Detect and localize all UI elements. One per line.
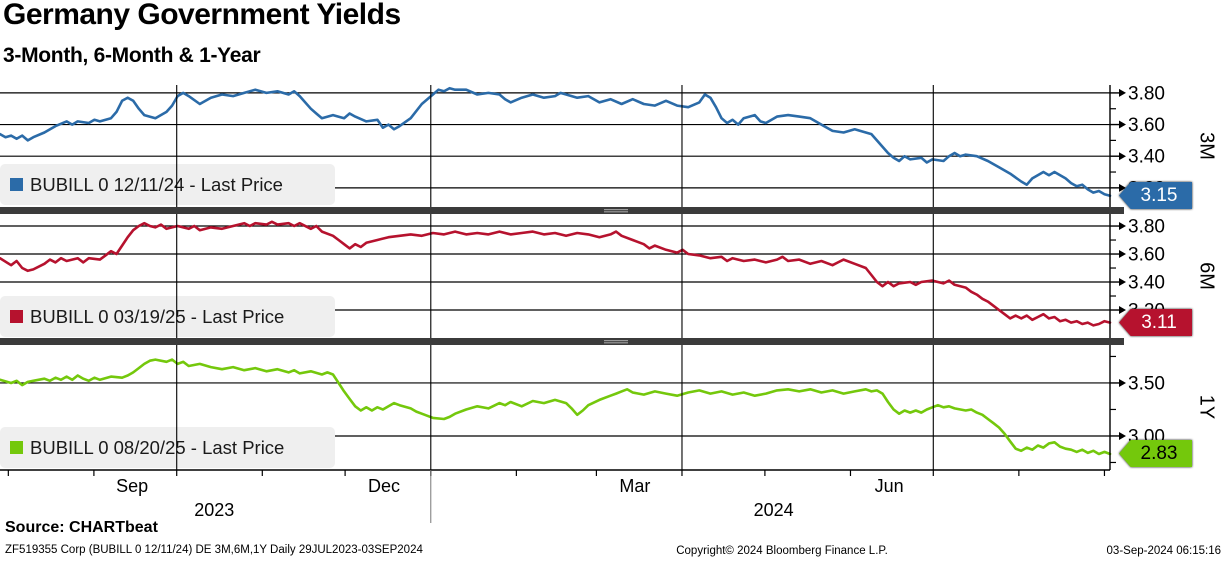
legend-3m[interactable]: BUBILL 0 12/11/24 - Last Price — [0, 164, 335, 205]
y-tick-label: 3.80 — [1128, 217, 1165, 238]
x-year-label: 2024 — [754, 500, 794, 520]
panel-axis-label-6m: 6M — [1195, 262, 1218, 290]
y-tick-label: 3.50 — [1128, 373, 1165, 394]
legend-swatch-6m-icon — [10, 310, 23, 323]
y-tick-arrow-icon — [1119, 378, 1126, 387]
legend-swatch-1y-icon — [10, 441, 23, 454]
y-tick-arrow-icon — [1119, 250, 1126, 259]
legend-label-1y: BUBILL 0 08/20/25 - Last Price — [30, 436, 285, 458]
legend-label-6m: BUBILL 0 03/19/25 - Last Price — [30, 305, 285, 327]
footer-timestamp: 03-Sep-2024 06:15:16 — [1106, 545, 1221, 557]
x-tick-label: Dec — [368, 476, 400, 496]
price-tag-wrap-6m: 3.11 — [1119, 309, 1192, 336]
legend-label-3m: BUBILL 0 12/11/24 - Last Price — [30, 173, 283, 195]
chart-title: Germany Government Yields — [3, 0, 401, 31]
x-tick-label: Mar — [619, 476, 650, 496]
y-tick-arrow-icon — [1119, 431, 1126, 440]
footer-copyright: Copyright© 2024 Bloomberg Finance L.P. — [676, 545, 888, 557]
y-tick-arrow-icon — [1119, 183, 1126, 192]
y-tick-arrow-icon — [1119, 120, 1126, 129]
x-tick-label: Jun — [875, 476, 904, 496]
price-tag-wrap-3m: 3.15 — [1119, 182, 1192, 209]
price-tag-6m: 3.11 — [1119, 309, 1192, 336]
price-tag-wrap-1y: 2.83 — [1119, 440, 1192, 467]
chart-subtitle: 3-Month, 6-Month & 1-Year — [3, 44, 261, 67]
y-tick-label: 3.60 — [1128, 245, 1165, 266]
legend-6m[interactable]: BUBILL 0 03/19/25 - Last Price — [0, 296, 335, 337]
y-tick-arrow-icon — [1119, 88, 1126, 97]
series-line-1y[interactable] — [0, 358, 1112, 456]
y-tick-arrow-icon — [1119, 152, 1126, 161]
price-tag-1y: 2.83 — [1119, 440, 1192, 467]
y-tick-label: 3.80 — [1128, 83, 1165, 104]
panel-axis-label-3m: 3M — [1195, 132, 1218, 160]
series-line-3m[interactable] — [0, 86, 1112, 198]
x-tick-label: Sep — [116, 476, 148, 496]
x-year-label: 2023 — [194, 500, 234, 520]
y-tick-arrow-icon — [1119, 222, 1126, 231]
legend-1y[interactable]: BUBILL 0 08/20/25 - Last Price — [0, 427, 335, 468]
legend-swatch-3m-icon — [10, 178, 23, 191]
y-tick-label: 3.60 — [1128, 115, 1165, 136]
y-tick-label: 3.40 — [1128, 147, 1165, 168]
footer-terminal-line: ZF519355 Corp (BUBILL 0 12/11/24) DE 3M,… — [5, 544, 423, 556]
price-tag-3m: 3.15 — [1119, 182, 1192, 209]
panel-axis-label-1y: 1Y — [1195, 394, 1218, 420]
footer-source: Source: CHARTbeat — [5, 519, 158, 536]
y-tick-label: 3.40 — [1128, 273, 1165, 294]
y-tick-arrow-icon — [1119, 278, 1126, 287]
series-line-6m[interactable] — [0, 220, 1112, 327]
y-tick-arrow-icon — [1119, 306, 1126, 315]
